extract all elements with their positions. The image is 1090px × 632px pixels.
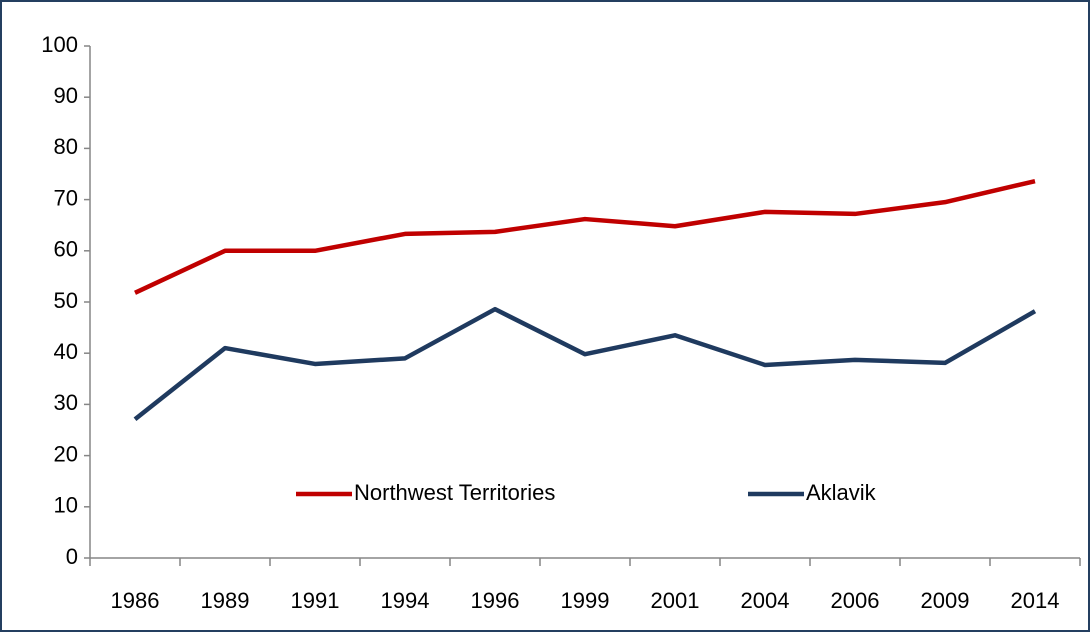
- x-tick-label: 2006: [831, 588, 880, 613]
- x-tick-label: 2001: [651, 588, 700, 613]
- y-tick-label: 0: [66, 544, 78, 569]
- legend-label: Northwest Territories: [354, 480, 555, 505]
- y-tick-label: 30: [54, 390, 78, 415]
- y-tick-label: 50: [54, 288, 78, 313]
- y-tick-label: 20: [54, 441, 78, 466]
- x-tick-label: 1989: [201, 588, 250, 613]
- x-tick-label: 2009: [921, 588, 970, 613]
- x-tick-label: 1999: [561, 588, 610, 613]
- x-tick-label: 1986: [111, 588, 160, 613]
- x-tick-label: 1991: [291, 588, 340, 613]
- series-line: [133, 306, 1037, 422]
- y-tick-label: 40: [54, 339, 78, 364]
- y-tick-label: 100: [41, 32, 78, 57]
- y-tick-label: 70: [54, 185, 78, 210]
- y-tick-label: 80: [54, 134, 78, 159]
- y-tick-label: 10: [54, 493, 78, 518]
- x-tick-label: 2014: [1011, 588, 1060, 613]
- x-tick-label: 2004: [741, 588, 790, 613]
- x-tick-label: 1996: [471, 588, 520, 613]
- y-tick-label: 90: [54, 83, 78, 108]
- x-tick-label: 1994: [381, 588, 430, 613]
- legend-label: Aklavik: [806, 480, 877, 505]
- y-tick-label: 60: [54, 237, 78, 262]
- series-line: [134, 178, 1036, 295]
